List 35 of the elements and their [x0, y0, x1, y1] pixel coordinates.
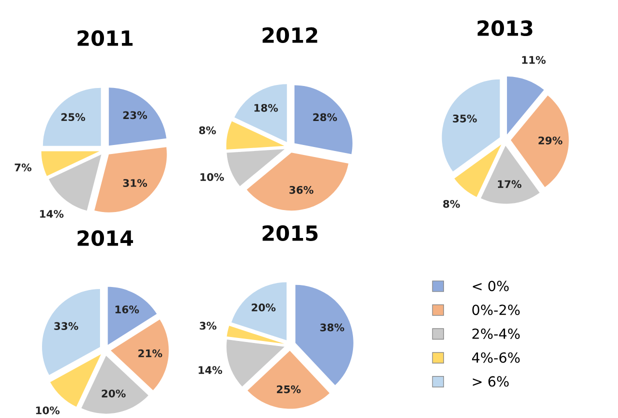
data-label: 3% [200, 322, 216, 330]
data-label: 18% [254, 104, 278, 112]
data-label: 8% [199, 126, 216, 134]
data-label: 33% [54, 322, 78, 330]
chart-title: 2011 [78, 30, 133, 46]
data-label: 14% [198, 366, 222, 374]
legend-label: 4%-6% [472, 352, 520, 363]
data-label: 20% [252, 304, 276, 312]
data-label: 20% [102, 390, 126, 398]
data-label: 8% [443, 200, 460, 208]
chart-title: 2015 [262, 225, 318, 242]
data-label: 17% [498, 180, 522, 188]
legend-label: < 0% [472, 280, 509, 292]
data-label: 10% [200, 173, 224, 181]
legend-label: > 6% [472, 376, 509, 387]
data-label: 25% [276, 385, 301, 394]
data-label: 16% [116, 306, 139, 314]
chart-title: 2014 [78, 230, 134, 246]
chart-title: 2012 [262, 27, 318, 44]
legend-label: 0%-2% [472, 304, 520, 316]
data-label: 31% [123, 179, 148, 187]
data-label: 10% [36, 406, 60, 414]
data-label: 23% [123, 111, 148, 120]
data-label: 21% [138, 349, 162, 358]
data-label: 25% [61, 113, 86, 122]
data-label: 38% [320, 323, 344, 332]
data-label: 11% [522, 56, 546, 64]
legend-label: 2%-4% [472, 328, 520, 339]
data-label: 29% [538, 136, 562, 144]
data-label: 36% [289, 186, 314, 194]
data-label: 35% [452, 114, 477, 122]
chart-title: 2013 [478, 20, 532, 36]
data-label: 28% [313, 113, 337, 122]
data-label: 14% [40, 210, 64, 218]
data-label: 7% [14, 163, 32, 172]
